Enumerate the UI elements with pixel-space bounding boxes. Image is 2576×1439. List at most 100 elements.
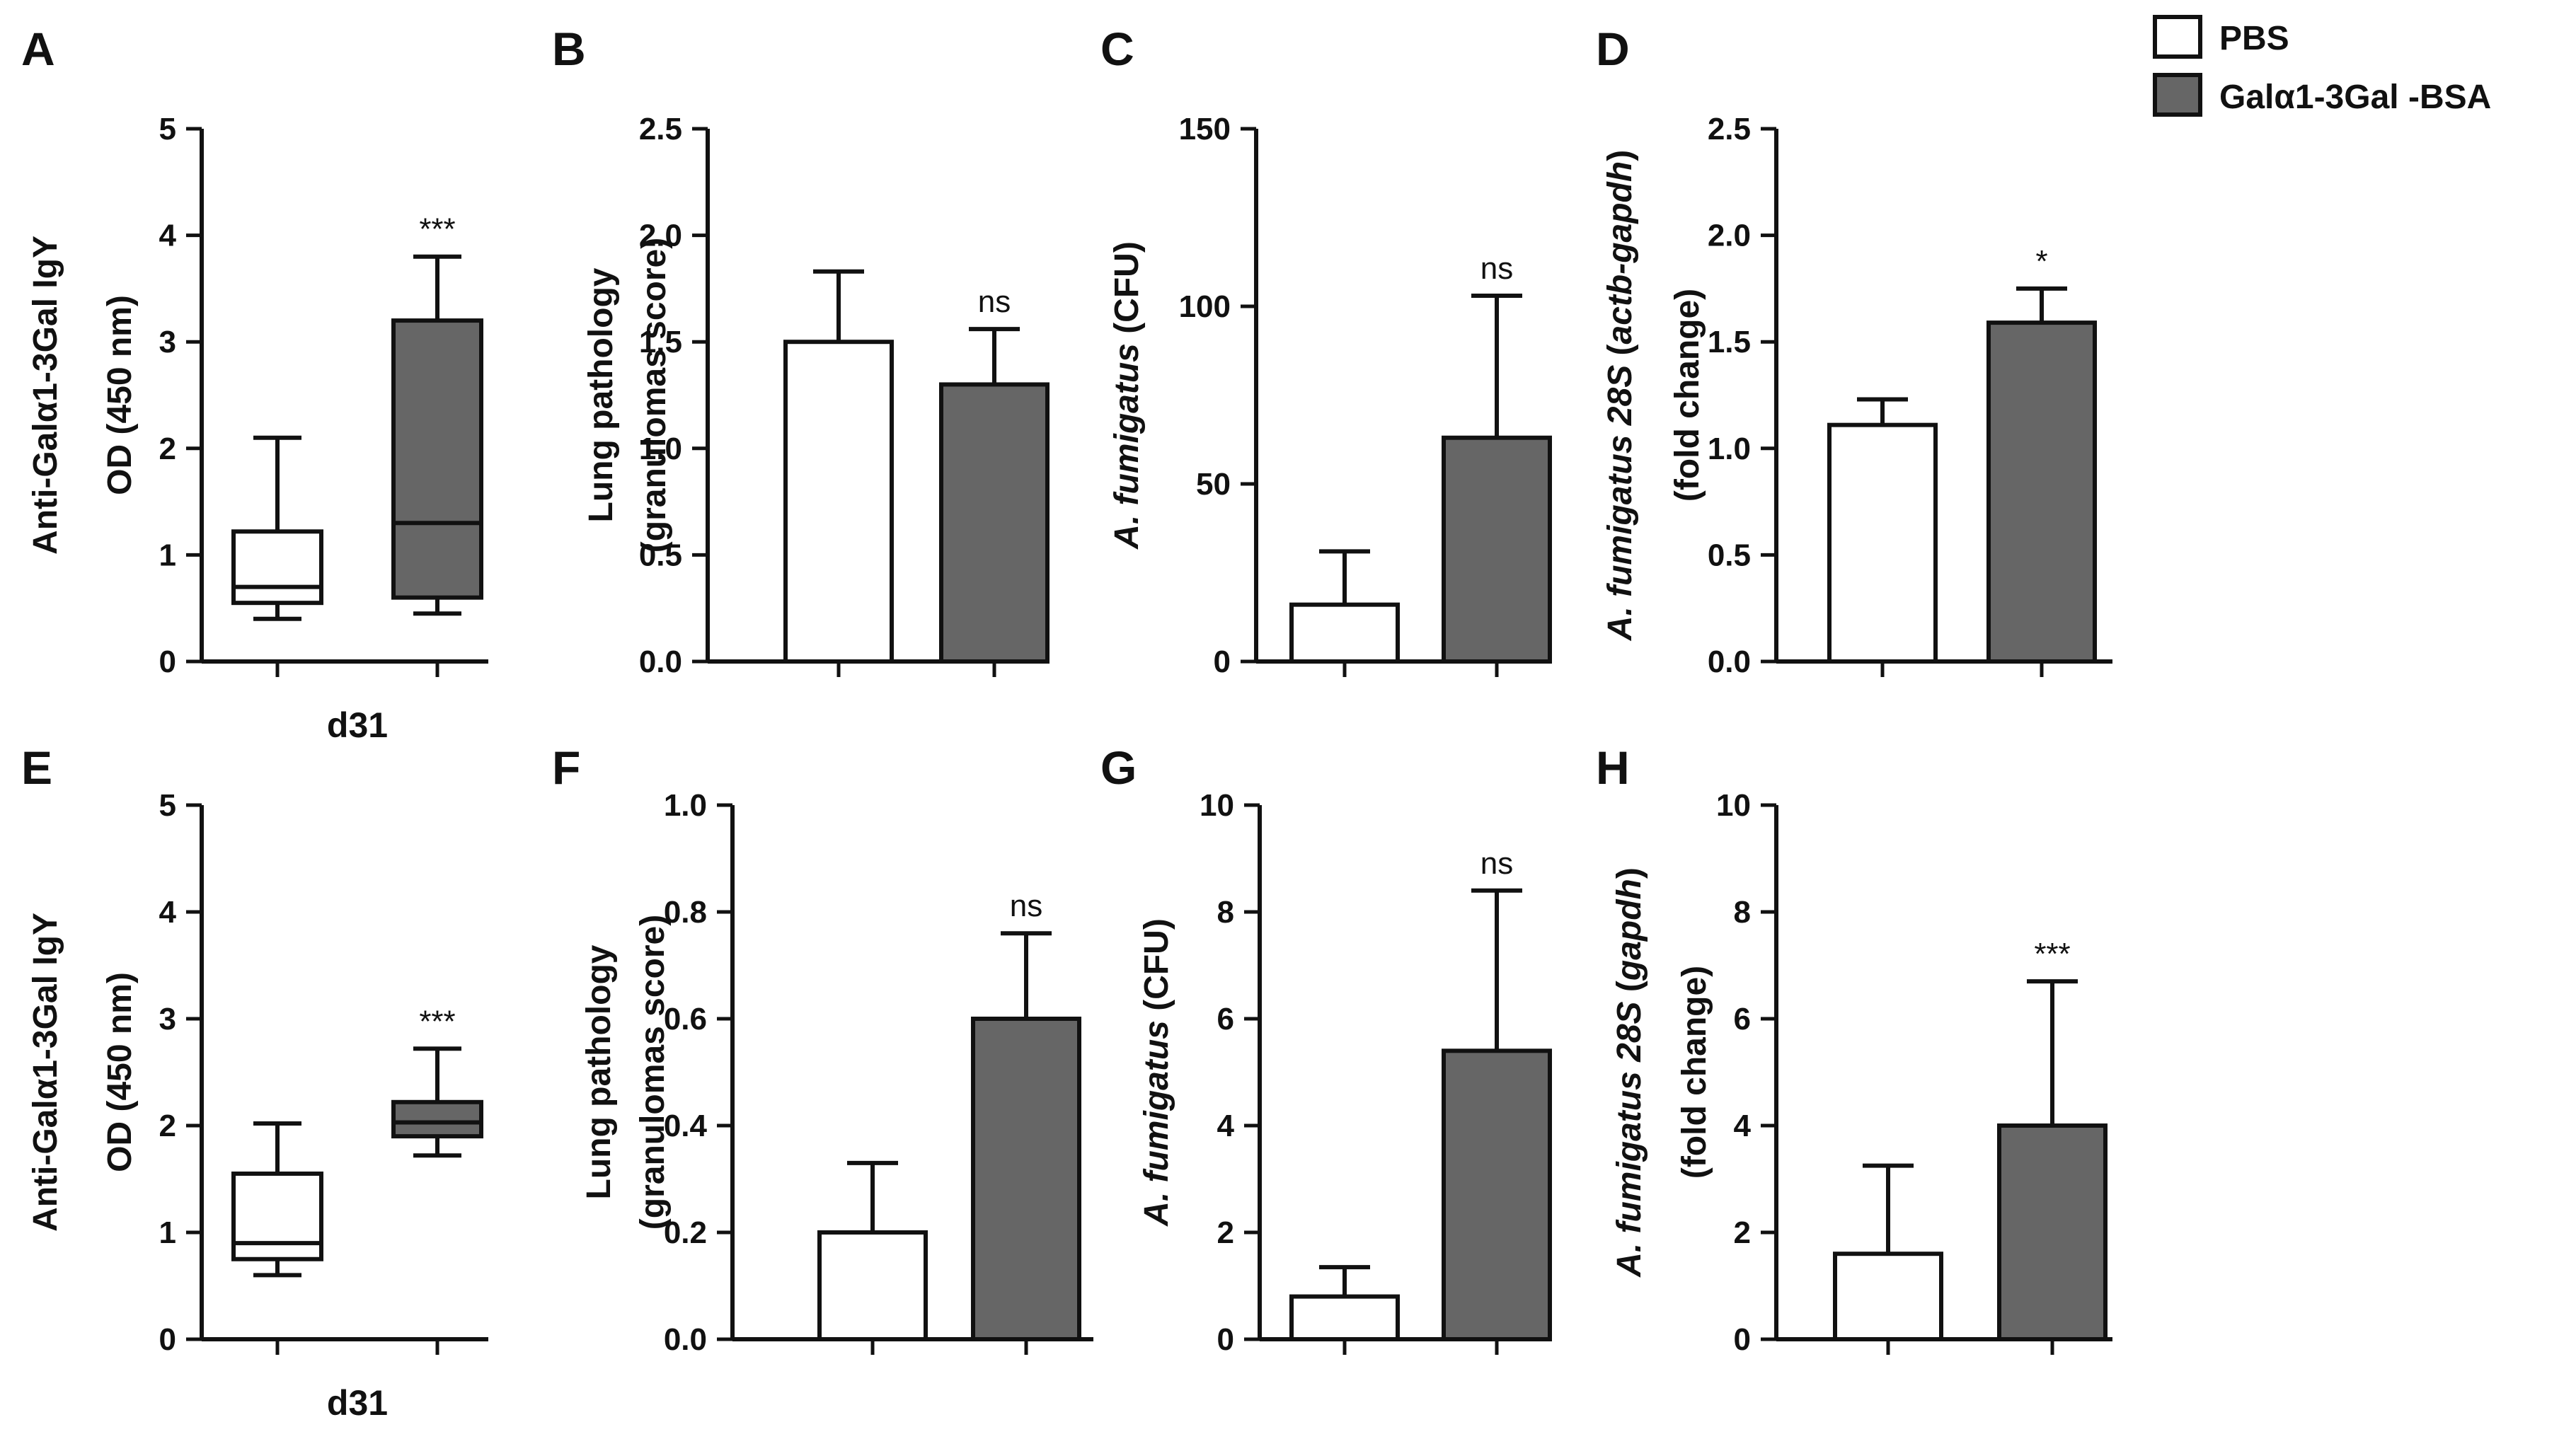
panel-letter: C xyxy=(1100,23,1134,75)
y-tick-label: 0 xyxy=(159,1322,176,1357)
bar-gal-bsa xyxy=(1986,320,2097,664)
box-gal-bsa xyxy=(391,318,483,600)
y-axis-label: OD (450 nm) xyxy=(101,295,139,495)
significance-label: *** xyxy=(419,212,455,247)
y-tick-label: 0.5 xyxy=(1708,538,1751,572)
y-tick-label: 6 xyxy=(1217,1002,1234,1036)
y-tick-label: 0.6 xyxy=(664,1002,707,1036)
y-tick-label: 1 xyxy=(159,1215,176,1250)
y-axis-label: Lung pathology xyxy=(580,944,618,1199)
panel-B: B 0.0 0.5 1.0 1.5 2.0 2.5 Lung pathology (granul… xyxy=(552,23,1050,679)
y-axis-label: Anti-Galα1-3Gal IgY xyxy=(27,236,64,555)
panel-H: H 0 2 4 6 8 10 A. fumigatus 28S (gapdh) (fold ch… xyxy=(1596,741,2112,1357)
panel-D: D 0.0 0.5 1.0 1.5 2.0 2.5 A. fumigatus 28S (act… xyxy=(1596,23,2112,679)
bar-gal-bsa xyxy=(1997,1123,2108,1341)
y-tick-label: 4 xyxy=(1217,1109,1235,1143)
y-tick-label: 0 xyxy=(1217,1322,1234,1357)
y-axis-label: Anti-Galα1-3Gal IgY xyxy=(27,913,64,1232)
bar-pbs xyxy=(1833,1252,1943,1341)
legend-label-pbs: PBS xyxy=(2219,20,2289,57)
panel-letter: G xyxy=(1100,741,1137,794)
bar-gal-bsa xyxy=(1442,1048,1552,1342)
y-tick-label: 0.5 xyxy=(639,538,682,572)
bar-pbs xyxy=(1827,422,1938,664)
y-tick-label: 2.0 xyxy=(639,219,682,253)
box-pbs xyxy=(231,529,323,606)
panel-letter: E xyxy=(21,741,52,794)
y-tick-label: 2 xyxy=(159,432,176,466)
y-tick-label: 1 xyxy=(159,538,176,572)
panel-G: G 0 2 4 6 8 10 A. fumigatus (CFU) ns xyxy=(1100,741,1552,1357)
y-axis-label: (granulomas score) xyxy=(634,915,672,1230)
y-tick-label: 150 xyxy=(1179,112,1231,146)
significance-label: ns xyxy=(1480,846,1513,881)
y-axis-label: (granulomas score) xyxy=(636,238,673,553)
y-tick-label: 0.0 xyxy=(1708,645,1751,679)
y-tick-label: 8 xyxy=(1734,895,1751,930)
panel-F: F 0.0 0.2 0.4 0.6 0.8 1.0 Lung pathology (granul… xyxy=(552,741,1093,1357)
bar-gal-bsa xyxy=(939,382,1050,664)
legend-swatch-gal-bsa xyxy=(2153,73,2202,117)
y-tick-label: 0 xyxy=(159,645,176,679)
box-gal-bsa xyxy=(391,1099,483,1139)
y-tick-label: 1.0 xyxy=(639,432,682,466)
y-tick-label: 6 xyxy=(1734,1002,1751,1036)
y-tick-label: 2.0 xyxy=(1708,219,1751,253)
y-tick-label: 10 xyxy=(1200,788,1234,823)
y-axis-label: Lung pathology xyxy=(582,267,620,522)
bar-gal-bsa xyxy=(1442,435,1552,664)
y-axis-label: (fold change) xyxy=(1676,966,1713,1179)
y-tick-label: 3 xyxy=(159,1002,176,1036)
legend-label-gal-bsa: Galα1-3Gal -BSA xyxy=(2219,79,2491,116)
y-axis-label: A. fumigatus (CFU) xyxy=(1138,918,1175,1227)
significance-label: ns xyxy=(978,284,1011,319)
significance-label: ns xyxy=(1480,251,1513,286)
y-tick-label: 2 xyxy=(159,1109,176,1143)
y-tick-label: 0.4 xyxy=(664,1109,708,1143)
y-tick-label: 100 xyxy=(1179,289,1231,324)
y-tick-label: 2 xyxy=(1217,1215,1234,1250)
significance-label: * xyxy=(2035,244,2047,279)
y-tick-label: 0 xyxy=(1734,1322,1751,1357)
y-tick-label: 0 xyxy=(1214,645,1231,679)
y-axis-label: OD (450 nm) xyxy=(101,972,139,1172)
x-axis-label: d31 xyxy=(327,1383,388,1423)
bar-pbs xyxy=(1289,602,1400,664)
y-tick-label: 2 xyxy=(1734,1215,1751,1250)
panel-C: C 0 50 100 150 A. fumigatus (CFU) ns xyxy=(1100,23,1552,679)
panel-letter: H xyxy=(1596,741,1630,794)
bar-pbs xyxy=(783,340,894,664)
y-tick-label: 1.0 xyxy=(1708,432,1751,466)
y-tick-label: 8 xyxy=(1217,895,1234,930)
significance-label: ns xyxy=(1010,889,1042,923)
panel-letter: A xyxy=(21,23,55,75)
y-tick-label: 5 xyxy=(159,788,176,823)
panel-letter: B xyxy=(552,23,586,75)
y-axis-label: A. fumigatus 28S (gapdh) xyxy=(1611,867,1648,1278)
significance-label: *** xyxy=(419,1004,455,1039)
panel-A: A 0 1 2 3 4 5 Anti-Galα1-3Gal IgY OD (450 nm) d31… xyxy=(21,23,488,745)
y-tick-label: 4 xyxy=(159,895,177,930)
legend-swatch-pbs xyxy=(2153,15,2202,59)
y-axis-label: (fold change) xyxy=(1669,289,1706,502)
y-axis-label: A. fumigatus 28S (actb-gapdh) xyxy=(1602,150,1639,641)
panels: A 0 1 2 3 4 5 Anti-Galα1-3Gal IgY OD (450 nm) d31… xyxy=(21,23,2112,1423)
bar-gal-bsa xyxy=(971,1017,1081,1341)
y-tick-label: 1.5 xyxy=(639,325,682,359)
y-axis-label: A. fumigatus (CFU) xyxy=(1108,241,1146,550)
y-tick-label: 3 xyxy=(159,325,176,359)
legend: PBS Galα1-3Gal -BSA xyxy=(2153,15,2491,117)
significance-label: *** xyxy=(2034,937,2070,971)
y-tick-label: 0.8 xyxy=(664,895,707,930)
panel-letter: F xyxy=(552,741,580,794)
y-tick-label: 1.0 xyxy=(664,788,707,823)
y-tick-label: 4 xyxy=(1734,1109,1752,1143)
x-axis-label: d31 xyxy=(327,705,388,745)
y-tick-label: 0.0 xyxy=(639,645,682,679)
panel-letter: D xyxy=(1596,23,1630,75)
y-tick-label: 2.5 xyxy=(639,112,682,146)
box-pbs xyxy=(231,1171,323,1261)
y-tick-label: 1.5 xyxy=(1708,325,1751,359)
y-tick-label: 0.2 xyxy=(664,1215,707,1250)
